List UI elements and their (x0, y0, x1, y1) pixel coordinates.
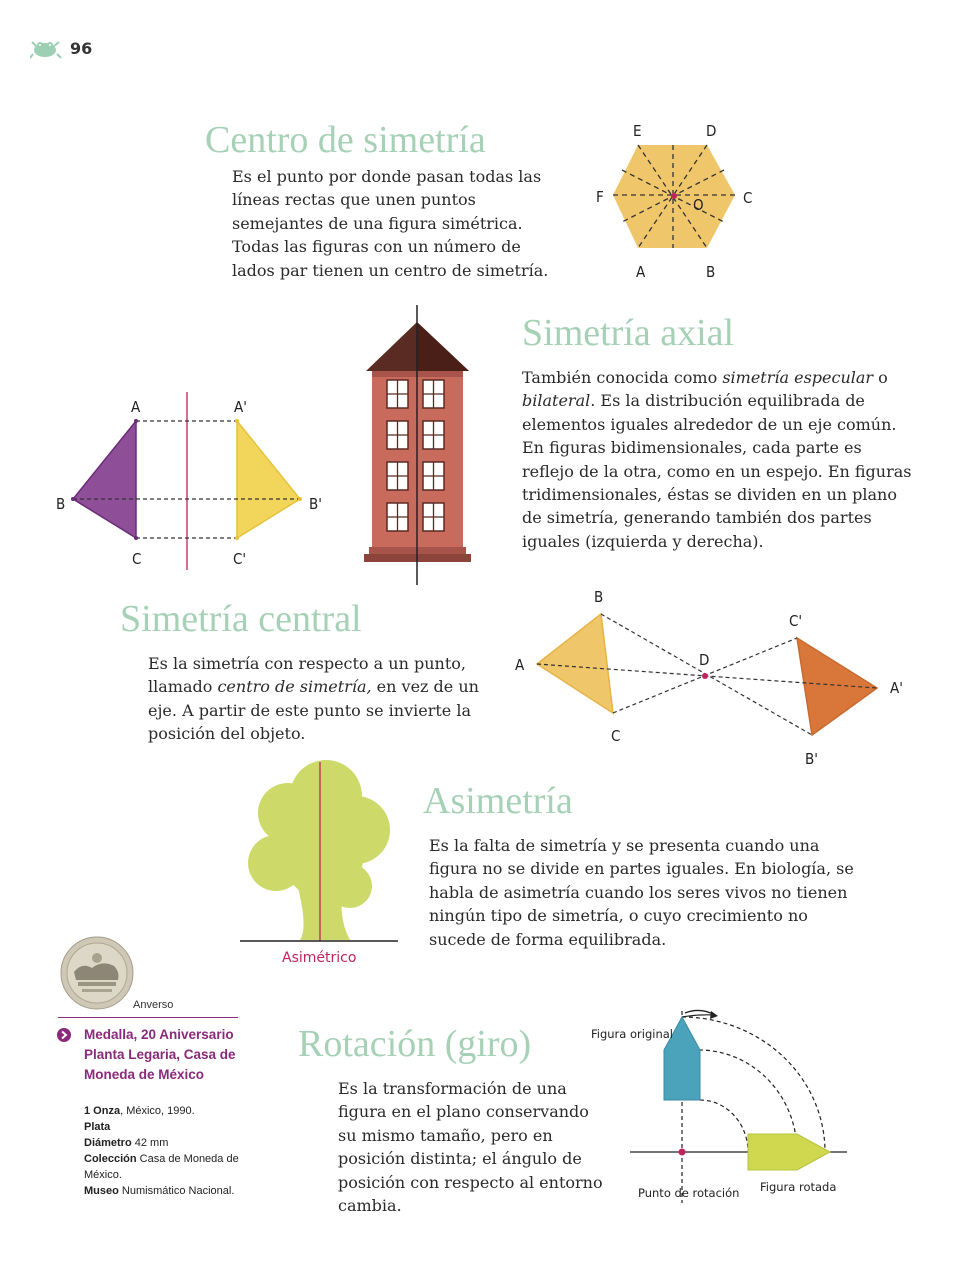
label-b-prime: B' (309, 495, 322, 513)
center-point (702, 673, 708, 679)
medal-details: 1 Onza, México, 1990. Plata Diámetro 42 … (84, 1105, 239, 1197)
central-symmetry-diagram: B C' A D A' C B' (515, 588, 903, 768)
hexagon-diagram: E D F O C A B (596, 122, 752, 281)
label-b: B (594, 588, 603, 606)
label-c-prime: C' (233, 550, 246, 568)
rotation-diagram: Figura original Punto de rotación Figura… (591, 1009, 847, 1203)
page-number: 96 (70, 39, 93, 58)
rotacion-title: Rotación (giro) (298, 1023, 532, 1065)
rotated-figure (747, 1133, 832, 1171)
reflected-triangle (796, 636, 879, 737)
chevron-right-icon (57, 1028, 71, 1042)
axial-title: Simetría axial (522, 312, 735, 354)
asimetria-title: Asimetría (423, 780, 573, 822)
central-title: Simetría central (120, 598, 362, 640)
label-a-prime: A' (234, 398, 247, 416)
label-a: A (515, 656, 525, 674)
label-d: D (706, 122, 716, 140)
label-a: A (636, 263, 646, 281)
label-d: D (699, 651, 709, 669)
axial-text: También conocida como simetría especular… (522, 368, 912, 551)
central-text: Es la simetría con respecto a un punto, … (148, 654, 479, 744)
anverso-label: Anverso (133, 999, 174, 1011)
centro-title: Centro de simetría (205, 119, 486, 161)
label-c: C (132, 550, 141, 568)
rotation-point (678, 1148, 686, 1156)
axial-triangles-diagram: A A' B B' C C' (56, 392, 322, 570)
label-b-prime: B' (805, 750, 818, 768)
label-o: O (693, 196, 704, 214)
medal-divider (58, 1017, 238, 1018)
centro-text: Es el punto por donde pasan todas las lí… (232, 167, 549, 280)
rotacion-text: Es la transformación de una figura en el… (338, 1079, 603, 1216)
building-illustration (364, 305, 471, 585)
label-c-prime: C' (789, 612, 802, 630)
tree-illustration (240, 760, 398, 942)
purple-triangle (71, 418, 137, 540)
label-c: C (743, 189, 752, 207)
center-point (671, 193, 677, 199)
label-b: B (56, 495, 65, 513)
label-a: A (131, 398, 141, 416)
medal-title: Medalla, 20 Aniversario Planta Legaria, … (84, 1027, 236, 1082)
original-triangle (535, 612, 614, 715)
label-rotada: Figura rotada (760, 1180, 836, 1194)
arrow-head (710, 1011, 718, 1019)
page-header (29, 38, 64, 64)
frog-icon (29, 41, 62, 59)
label-f: F (596, 188, 604, 206)
label-punto: Punto de rotación (638, 1186, 739, 1200)
asymmetric-caption: Asimétrico (282, 950, 357, 966)
label-c: C (611, 727, 620, 745)
label-e: E (633, 122, 642, 140)
yellow-triangle (236, 418, 302, 540)
label-original: Figura original (591, 1027, 673, 1041)
original-figure (663, 1015, 701, 1101)
medal-image (60, 936, 134, 1010)
label-b: B (706, 263, 715, 281)
label-a-prime: A' (890, 679, 903, 697)
asimetria-text: Es la falta de simetría y se presenta cu… (429, 836, 854, 949)
